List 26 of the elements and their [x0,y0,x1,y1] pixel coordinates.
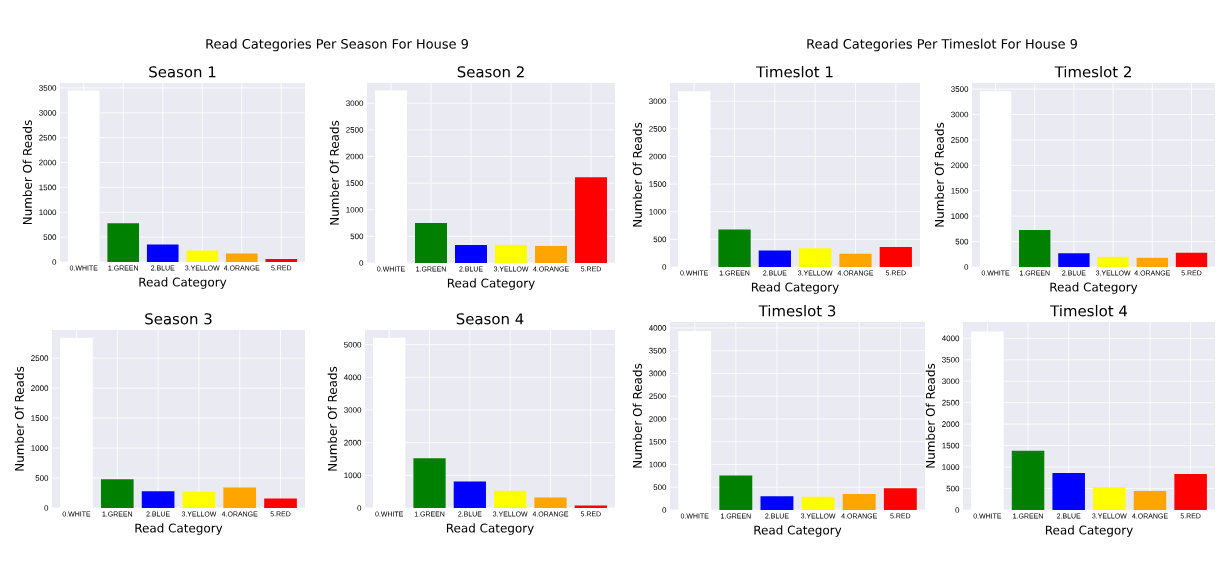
x-axis-title: Read Category [754,525,842,537]
y-axis-title: Number Of Reads [14,366,24,471]
y-axis-title: Number Of Reads [934,122,944,227]
x-axis-title: Read Category [751,282,839,294]
chart-title: Season 1 [149,66,216,78]
chart-title: Timeslot 2 [1054,65,1131,78]
y-axis-title: Number Of Reads [327,366,337,471]
x-axis-title: Read Category [139,277,227,289]
x-axis-title: Read Category [447,278,535,290]
chart-title: Season 4 [456,313,524,325]
y-axis-title: Number Of Reads [925,363,935,468]
x-axis-title: Read Category [446,523,534,535]
text: Read Categories Per Timeslot For House 9 [807,38,1077,52]
x-axis-title: Read Category [1050,282,1138,294]
y-axis-title: Number Of Reads [632,122,642,227]
x-axis-title: Read Category [1045,525,1133,537]
chart-title: Timeslot 4 [1050,304,1128,317]
text: Read Categories Per Season For House 9 [206,38,468,52]
x-axis-title: Read Category [135,523,223,535]
y-axis-title: Number Of Reads [329,120,339,225]
chart-title: Season 3 [145,313,212,325]
y-axis-title: Number Of Reads [632,363,642,468]
y-axis-title: Number Of Reads [22,120,32,225]
chart-title: Season 2 [457,66,524,78]
chart-title: Timeslot 3 [758,304,836,317]
chart-title: Timeslot 1 [756,65,833,78]
